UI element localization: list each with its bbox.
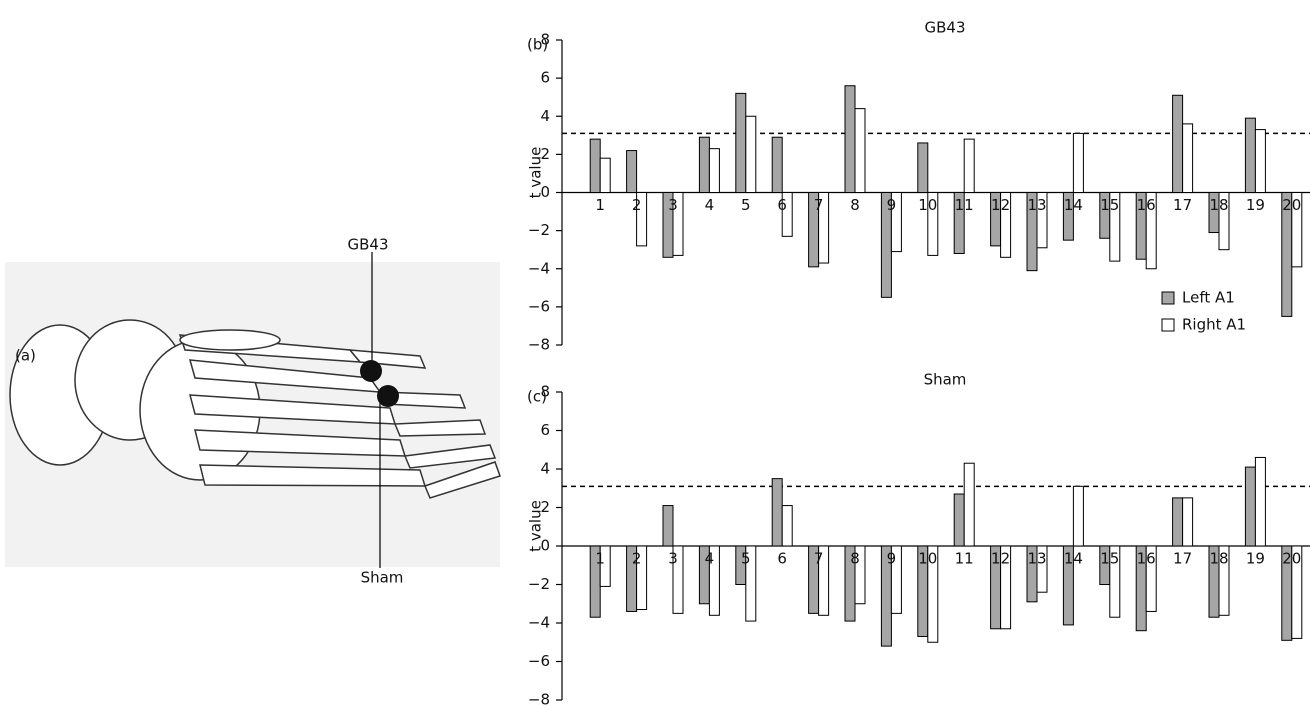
y-tick-label: 0 bbox=[540, 537, 550, 555]
x-tick-label: 14 bbox=[1064, 196, 1083, 214]
x-tick-label: 13 bbox=[1027, 550, 1046, 568]
y-tick-label: −2 bbox=[528, 575, 550, 593]
x-tick-label: 7 bbox=[814, 196, 824, 214]
x-tick-label: 2 bbox=[632, 550, 642, 568]
x-tick-label: 7 bbox=[814, 550, 824, 568]
x-tick-label: 12 bbox=[991, 196, 1010, 214]
x-tick-label: 6 bbox=[777, 550, 787, 568]
x-tick-label: 16 bbox=[1137, 196, 1156, 214]
bar bbox=[746, 116, 756, 192]
bar bbox=[1173, 95, 1183, 192]
x-tick-label: 3 bbox=[668, 550, 678, 568]
x-tick-label: 8 bbox=[850, 196, 860, 214]
panel-label: (a) bbox=[15, 347, 36, 365]
y-tick-label: −8 bbox=[528, 336, 550, 354]
x-tick-label: 17 bbox=[1173, 550, 1192, 568]
x-tick-label: 1 bbox=[595, 550, 605, 568]
bar bbox=[1073, 133, 1083, 192]
legend-label: Right A1 bbox=[1182, 316, 1246, 334]
x-tick-label: 19 bbox=[1246, 196, 1265, 214]
y-tick-label: 4 bbox=[540, 460, 550, 478]
x-tick-label: 11 bbox=[955, 550, 974, 568]
y-tick-label: −4 bbox=[528, 259, 550, 277]
y-tick-label: 8 bbox=[540, 31, 550, 49]
x-tick-label: 19 bbox=[1246, 550, 1265, 568]
bar bbox=[600, 158, 610, 192]
x-tick-label: 9 bbox=[887, 196, 897, 214]
bar bbox=[855, 109, 865, 193]
bar bbox=[772, 479, 782, 546]
y-tick-label: 2 bbox=[540, 145, 550, 163]
x-tick-label: 4 bbox=[705, 196, 715, 214]
x-tick-label: 20 bbox=[1282, 196, 1301, 214]
bar bbox=[736, 93, 746, 192]
y-tick-label: −6 bbox=[528, 652, 550, 670]
x-tick-label: 11 bbox=[955, 196, 974, 214]
bar bbox=[1245, 467, 1255, 546]
bar bbox=[782, 506, 792, 546]
bar bbox=[918, 143, 928, 193]
x-tick-label: 13 bbox=[1027, 196, 1046, 214]
x-tick-label: 5 bbox=[741, 550, 751, 568]
x-tick-label: 1 bbox=[595, 196, 605, 214]
chart-title: Sham bbox=[924, 371, 967, 389]
bar bbox=[699, 137, 709, 192]
chart-title: GB43 bbox=[924, 19, 965, 37]
bar bbox=[1183, 124, 1193, 193]
bar bbox=[1173, 498, 1183, 546]
x-tick-label: 5 bbox=[741, 196, 751, 214]
page: {"illustration": {"label": "(a)", "point… bbox=[0, 0, 1310, 709]
x-tick-label: 4 bbox=[705, 550, 715, 568]
x-tick-label: 10 bbox=[918, 196, 937, 214]
x-tick-label: 2 bbox=[632, 196, 642, 214]
y-tick-label: 0 bbox=[540, 183, 550, 201]
bar bbox=[1255, 457, 1265, 546]
x-tick-label: 18 bbox=[1209, 550, 1228, 568]
bar bbox=[845, 86, 855, 193]
y-tick-label: −6 bbox=[528, 297, 550, 315]
bar bbox=[772, 137, 782, 192]
bar bbox=[1073, 486, 1083, 546]
x-tick-label: 14 bbox=[1064, 550, 1083, 568]
x-tick-label: 9 bbox=[887, 550, 897, 568]
x-tick-label: 20 bbox=[1282, 550, 1301, 568]
y-tick-label: −8 bbox=[528, 691, 550, 709]
point-label: GB43 bbox=[347, 236, 388, 254]
bar bbox=[709, 149, 719, 193]
foot-illustration: (a) GB43 Sham bbox=[5, 236, 500, 587]
x-tick-label: 12 bbox=[991, 550, 1010, 568]
bar bbox=[1183, 498, 1193, 546]
legend-swatch bbox=[1162, 319, 1174, 331]
y-tick-label: 2 bbox=[540, 498, 550, 516]
x-tick-label: 18 bbox=[1209, 196, 1228, 214]
bar bbox=[627, 151, 637, 193]
figure: (a) GB43 Sham (b)GB43t value−8−6−4−20246… bbox=[0, 0, 1310, 709]
x-tick-label: 3 bbox=[668, 196, 678, 214]
y-tick-label: −4 bbox=[528, 614, 550, 632]
x-tick-label: 8 bbox=[850, 550, 860, 568]
bar bbox=[590, 139, 600, 192]
x-tick-label: 17 bbox=[1173, 196, 1192, 214]
x-tick-label: 10 bbox=[918, 550, 937, 568]
bar bbox=[964, 463, 974, 546]
bar bbox=[954, 494, 964, 546]
legend-label: Left A1 bbox=[1182, 289, 1235, 307]
bar bbox=[663, 506, 673, 546]
x-tick-label: 15 bbox=[1100, 196, 1119, 214]
y-tick-label: 6 bbox=[540, 69, 550, 87]
y-tick-label: 6 bbox=[540, 421, 550, 439]
bar bbox=[1245, 118, 1255, 192]
y-tick-label: 8 bbox=[540, 383, 550, 401]
bar bbox=[964, 139, 974, 192]
acupoint-gb43 bbox=[360, 360, 382, 382]
x-tick-label: 6 bbox=[777, 196, 787, 214]
x-tick-label: 15 bbox=[1100, 550, 1119, 568]
y-tick-label: −2 bbox=[528, 221, 550, 239]
point-label: Sham bbox=[361, 569, 404, 587]
bar bbox=[1255, 130, 1265, 193]
acupoint-sham bbox=[377, 385, 399, 407]
x-tick-label: 16 bbox=[1137, 550, 1156, 568]
y-tick-label: 4 bbox=[540, 107, 550, 125]
legend-swatch bbox=[1162, 292, 1174, 304]
